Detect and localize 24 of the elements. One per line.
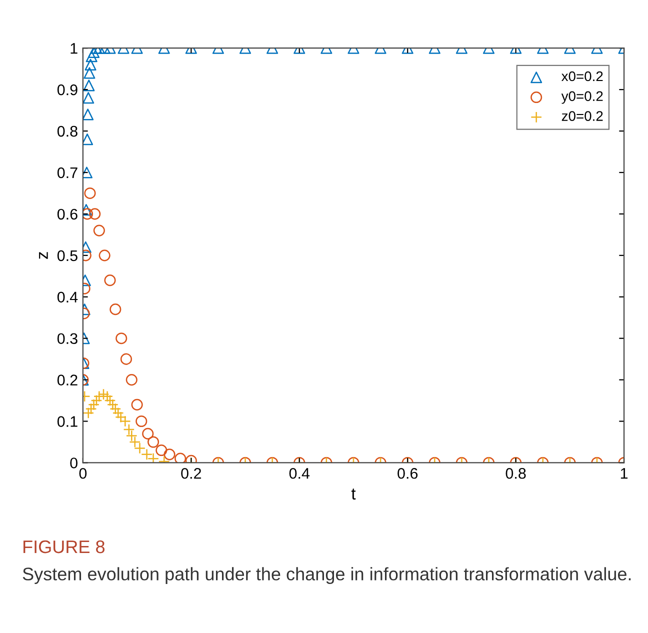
x-tick-label: 0 bbox=[79, 468, 87, 479]
x-tick-label: 0.4 bbox=[289, 468, 310, 479]
x-tick-label: 1 bbox=[620, 468, 628, 479]
y-tick-label: 0.7 bbox=[57, 167, 78, 178]
x-tick-label: 0.6 bbox=[398, 468, 418, 479]
y-axis-title: z bbox=[39, 252, 48, 259]
x-tick-label: 0.8 bbox=[506, 468, 526, 479]
legend-label: x0=0.2 bbox=[561, 71, 603, 82]
x-axis-title: t bbox=[351, 488, 356, 500]
x-tick-label: 0.2 bbox=[181, 468, 202, 479]
y-tick-label: 0.8 bbox=[57, 126, 78, 137]
legend-label: y0=0.2 bbox=[561, 91, 603, 104]
y-tick-label: 1 bbox=[70, 43, 78, 54]
y-tick-label: 0.2 bbox=[57, 374, 78, 386]
y-tick-label: 0.6 bbox=[57, 208, 78, 220]
y-tick-label: 0.9 bbox=[57, 84, 78, 96]
y-tick-label: 0.3 bbox=[57, 333, 78, 344]
y-tick-label: 0 bbox=[70, 458, 78, 468]
y-tick-label: 0.4 bbox=[57, 292, 78, 303]
text: System evolution path under the change in information transformation value. bbox=[22, 567, 631, 584]
y-tick-label: 0.1 bbox=[57, 416, 78, 427]
legend-label: z0=0.2 bbox=[562, 111, 603, 121]
y-tick-label: 0.5 bbox=[57, 250, 78, 262]
caption: FIGURE 8 bbox=[24, 540, 105, 554]
